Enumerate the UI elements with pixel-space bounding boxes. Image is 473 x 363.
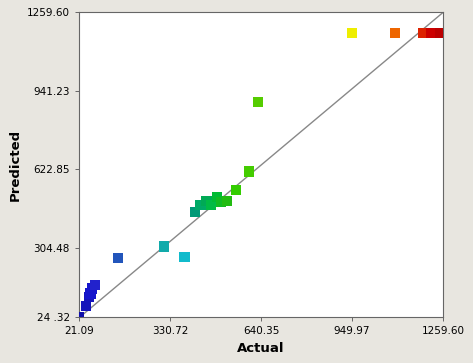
Y-axis label: Predicted: Predicted (9, 129, 21, 201)
Point (213, 194, 220, 200)
Point (419, 30, 427, 36)
Point (88, 286, 96, 291)
Point (181, 254, 188, 260)
Point (428, 30, 435, 36)
Point (114, 255, 122, 261)
X-axis label: Actual: Actual (237, 342, 285, 355)
Point (348, 30, 356, 36)
Point (437, 30, 444, 36)
Point (391, 30, 399, 36)
Point (197, 202, 204, 208)
Point (160, 244, 167, 249)
Point (75, 314, 83, 320)
Point (254, 99, 262, 105)
Point (191, 209, 199, 215)
Point (223, 198, 231, 204)
Point (203, 198, 210, 204)
Point (82, 303, 90, 309)
Point (207, 202, 215, 208)
Point (85, 294, 93, 300)
Point (245, 168, 253, 174)
Point (91, 282, 98, 288)
Point (232, 187, 240, 193)
Point (87, 290, 94, 296)
Point (218, 199, 225, 205)
